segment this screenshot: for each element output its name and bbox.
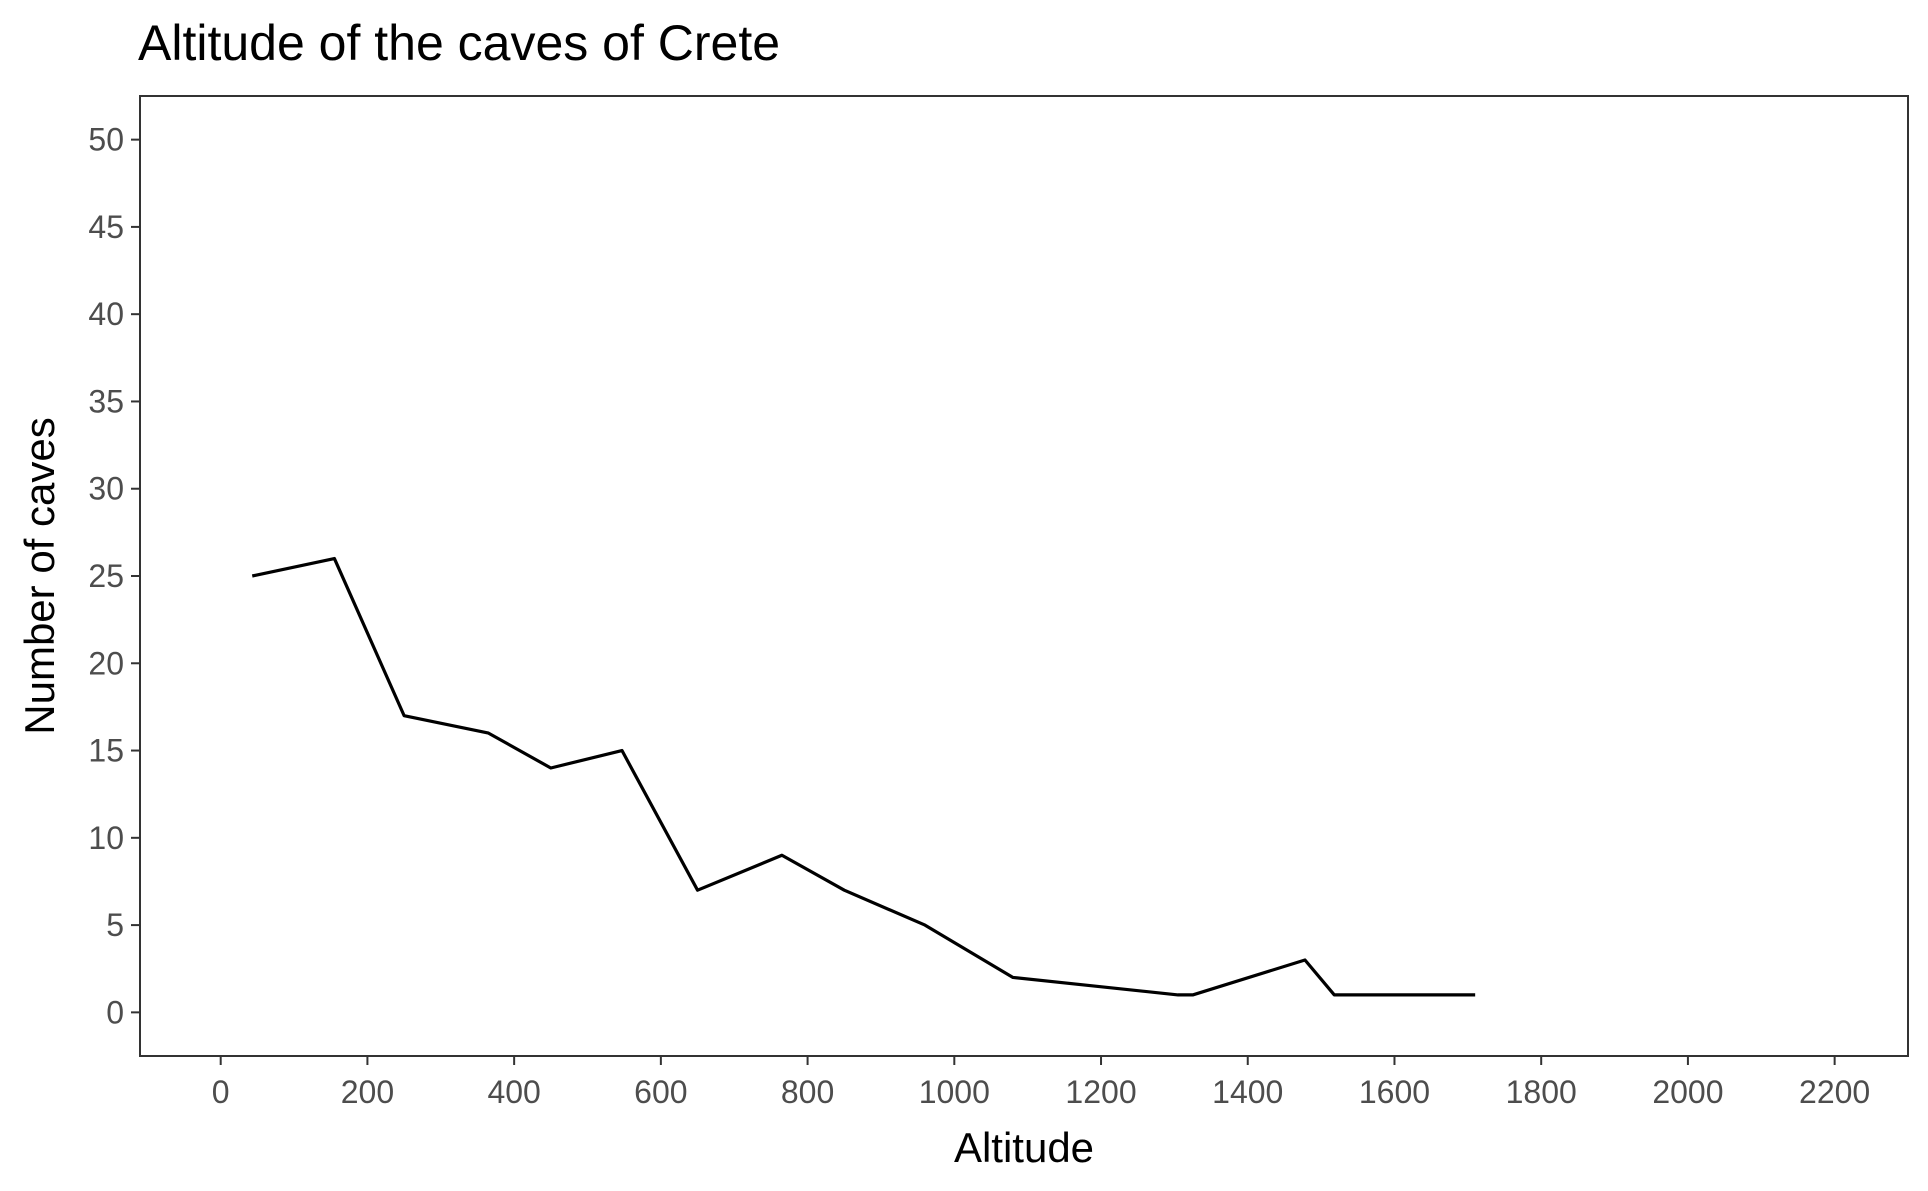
y-tick-label: 5 [106,907,124,943]
x-tick-label: 1000 [919,1074,990,1110]
series-line [251,556,1476,997]
y-tick-label: 45 [88,209,124,245]
x-axis-title: Altitude [954,1124,1094,1171]
y-tick-label: 40 [88,296,124,332]
x-tick-label: 200 [341,1074,394,1110]
series-layer [251,556,1476,997]
y-tick-label: 50 [88,122,124,158]
y-tick-label: 10 [88,820,124,856]
x-tick-label: 1600 [1359,1074,1430,1110]
x-tick-label: 2000 [1652,1074,1723,1110]
y-tick-label: 30 [88,471,124,507]
y-tick-label: 15 [88,733,124,769]
x-tick-label: 1400 [1212,1074,1283,1110]
x-tick-label: 1800 [1506,1074,1577,1110]
y-tick-label: 25 [88,558,124,594]
plot-panel [139,95,1909,1057]
y-axis-title: Number of caves [16,417,63,734]
x-tick-label: 800 [781,1074,834,1110]
x-tick-label: 1200 [1065,1074,1136,1110]
x-tick-label: 0 [212,1074,230,1110]
x-tick-label: 600 [634,1074,687,1110]
y-axis: 0 5 10 15 20 25 30 35 40 45 50 [88,122,140,1030]
y-tick-label: 0 [106,994,124,1030]
x-axis: 0 200 400 600 800 1000 1200 1400 1600 1800 2000 220… [212,1056,1870,1110]
x-tick-label: 2200 [1799,1074,1870,1110]
y-tick-label: 20 [88,645,124,681]
x-tick-label: 400 [487,1074,540,1110]
chart-title: Altitude of the caves of Crete [138,15,780,71]
y-tick-label: 35 [88,383,124,419]
